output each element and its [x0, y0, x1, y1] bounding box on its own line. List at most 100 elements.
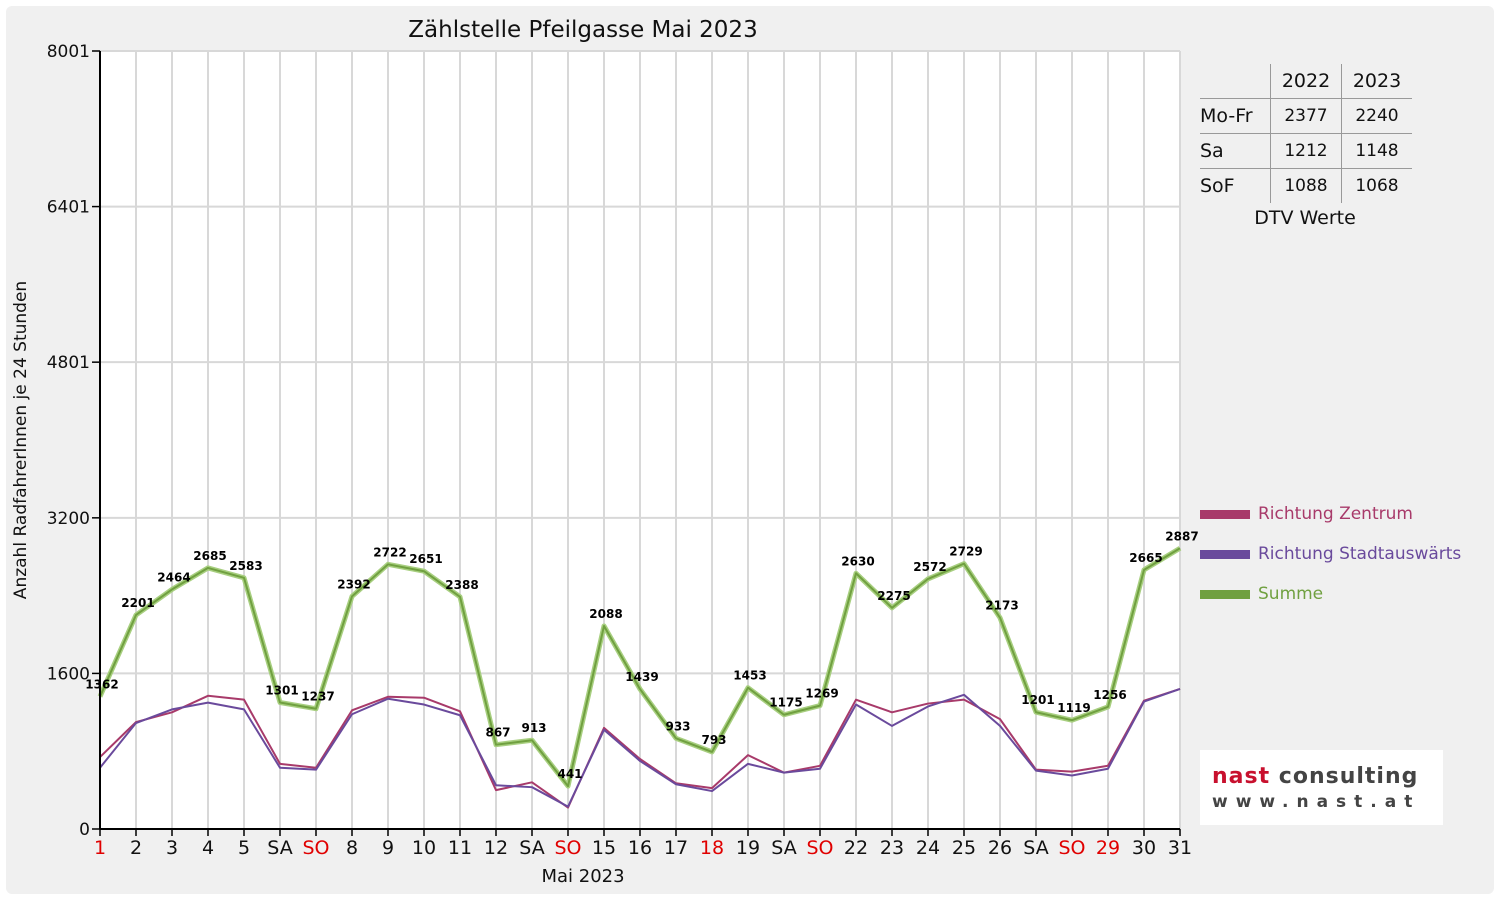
legend-label: Richtung Zentrum — [1258, 504, 1413, 524]
y-axis-label: Anzahl RadfahrerInnen je 24 Stunden — [11, 281, 31, 599]
data-label: 2665 — [1129, 551, 1162, 565]
data-label: 933 — [665, 719, 690, 733]
legend-swatch — [1200, 509, 1250, 519]
data-label: 1439 — [625, 670, 658, 684]
dtv-row-sa: Sa 1212 1148 — [1200, 133, 1412, 169]
dtv-corner — [1200, 64, 1271, 99]
series-line-stadtauswaerts — [99, 688, 1181, 808]
data-label: 913 — [521, 721, 546, 735]
legend-item-stadtauswaerts: Richtung Stadtauswärts — [1200, 534, 1461, 574]
x-tick-label: SA — [519, 837, 544, 859]
x-tick-label: SO — [806, 837, 833, 859]
dtv-value: 2240 — [1341, 98, 1412, 134]
series-lines — [97, 546, 1182, 809]
dtv-row-label: SoF — [1200, 175, 1235, 197]
logo-name: nast consulting — [1212, 764, 1419, 789]
x-tick-label: 23 — [880, 837, 904, 859]
x-tick-label: 3 — [166, 837, 178, 859]
dtv-value: 1088 — [1270, 168, 1342, 203]
x-tick-label: 12 — [484, 837, 508, 859]
x-tick-label: SO — [554, 837, 581, 859]
data-label: 2887 — [1165, 529, 1198, 543]
x-tick-label: 1 — [94, 837, 106, 859]
data-label: 1301 — [265, 683, 298, 697]
x-tick-label: 29 — [1096, 837, 1120, 859]
data-label: 1201 — [1021, 693, 1054, 707]
x-tick-label: SO — [1058, 837, 1085, 859]
data-label: 2088 — [589, 607, 622, 621]
data-label: 1175 — [769, 696, 802, 710]
data-label: 867 — [485, 726, 510, 740]
x-tick-label: 11 — [448, 837, 472, 859]
series-line-summe — [99, 547, 1181, 788]
data-label: 2388 — [445, 578, 478, 592]
x-axis-label: Mai 2023 — [541, 866, 624, 887]
x-tick-label: 5 — [238, 837, 250, 859]
x-tick-label: SA — [267, 837, 292, 859]
y-tick-label: 6401 — [47, 198, 90, 218]
dtv-table: 2022 2023 Mo-Fr 2377 2240 Sa 1212 1148 S… — [1200, 64, 1412, 229]
dtv-row-mofr: Mo-Fr 2377 2240 — [1200, 98, 1412, 134]
dtv-row-sof: SoF 1088 1068 — [1200, 168, 1412, 203]
data-label: 2685 — [193, 549, 226, 563]
dtv-header-row: 2022 2023 — [1200, 64, 1412, 99]
x-tick-label: 25 — [952, 837, 976, 859]
x-tick-label: 10 — [412, 837, 436, 859]
x-tick-label: 15 — [592, 837, 616, 859]
dtv-value: 2377 — [1270, 98, 1342, 134]
legend-swatch — [1200, 549, 1250, 559]
x-tick-label: 24 — [916, 837, 940, 859]
x-tick-label: 8 — [346, 837, 358, 859]
x-tick-label: 18 — [700, 837, 724, 859]
company-logo: nast consulting www.nast.at — [1200, 750, 1443, 825]
data-label: 2729 — [949, 545, 982, 559]
dtv-value: 1068 — [1341, 168, 1412, 203]
dtv-col-2023: 2023 — [1341, 64, 1412, 99]
chart-legend: Richtung Zentrum Richtung Stadtauswärts … — [1200, 494, 1461, 614]
dtv-caption: DTV Werte — [1254, 207, 1356, 229]
x-tick-label: SA — [771, 837, 796, 859]
data-label: 1362 — [85, 678, 118, 692]
data-label: 2392 — [337, 577, 370, 591]
data-label: 2275 — [877, 589, 910, 603]
dtv-row-label: Mo-Fr — [1200, 98, 1271, 134]
legend-item-summe: Summe — [1200, 574, 1461, 614]
legend-label: Summe — [1258, 584, 1324, 604]
data-label: 2630 — [841, 554, 874, 568]
dtv-value: 1148 — [1341, 133, 1412, 169]
series-line-zentrum — [99, 688, 1181, 809]
x-tick-label: SO — [302, 837, 329, 859]
x-tick-label: SA — [1023, 837, 1048, 859]
data-label: 1269 — [805, 687, 838, 701]
data-label: 2173 — [985, 599, 1018, 613]
y-tick-label: 1600 — [47, 664, 90, 684]
y-tick-label: 8001 — [47, 42, 90, 62]
data-label: 2201 — [121, 596, 154, 610]
data-label: 793 — [701, 733, 726, 747]
x-tick-label: 16 — [628, 837, 652, 859]
dtv-value: 1212 — [1270, 133, 1342, 169]
legend-item-zentrum: Richtung Zentrum — [1200, 494, 1461, 534]
x-tick-label: 2 — [130, 837, 142, 859]
y-tick-label: 4801 — [47, 353, 90, 373]
x-tick-label: 30 — [1132, 837, 1156, 859]
legend-swatch — [1200, 589, 1250, 599]
data-label: 1453 — [733, 669, 766, 683]
data-label: 2572 — [913, 560, 946, 574]
x-tick-label: 17 — [664, 837, 688, 859]
x-tick-label: 31 — [1168, 837, 1192, 859]
x-tick-label: 19 — [736, 837, 760, 859]
x-tick-label: 26 — [988, 837, 1012, 859]
y-tick-label: 3200 — [47, 509, 90, 529]
logo-url: www.nast.at — [1212, 792, 1421, 812]
x-axis-ticks: 1 2 3 4 5 SA SO 8 9 10 11 12 SA SO 15 16 17 18 19 SA SO 22 23 2… — [94, 829, 1192, 859]
y-tick-label: 0 — [79, 820, 90, 840]
data-label: 2583 — [229, 559, 262, 573]
data-label: 441 — [557, 767, 582, 781]
data-label: 2464 — [157, 570, 190, 584]
dtv-row-label: Sa — [1200, 133, 1271, 169]
data-label: 2722 — [373, 545, 406, 559]
data-label: 1119 — [1057, 701, 1090, 715]
